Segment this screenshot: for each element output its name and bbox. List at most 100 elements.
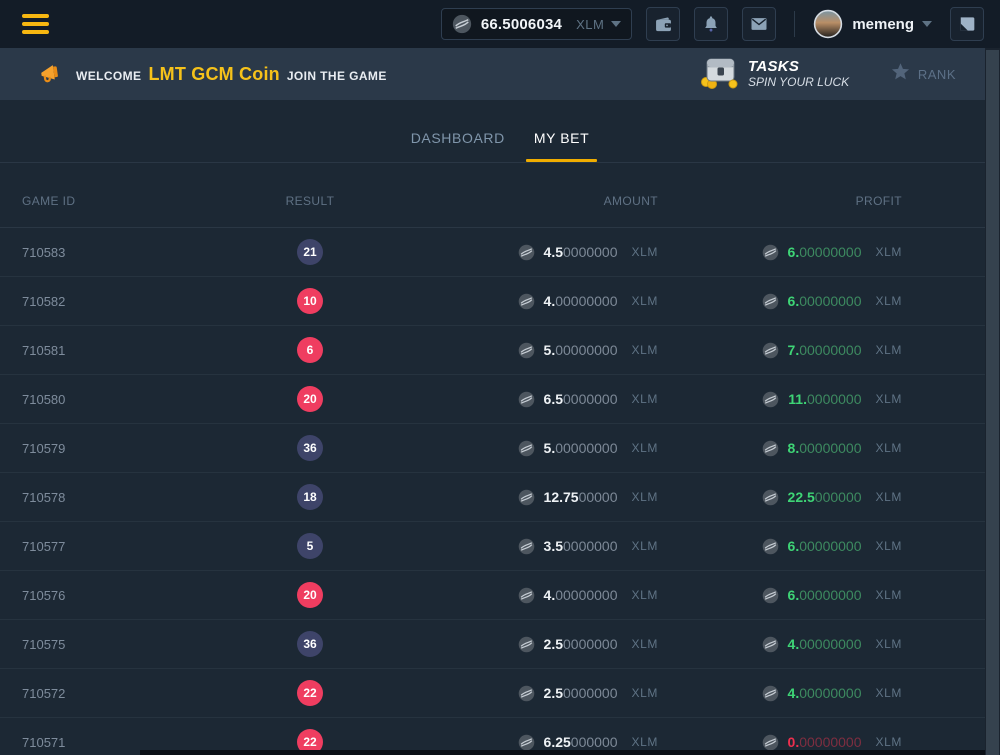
amount-value: 2.5 xyxy=(543,636,563,652)
amount-cell: 12.7500000 XLM xyxy=(355,489,658,506)
game-id: 710572 xyxy=(22,685,66,701)
table-row: 710580 20 6.50000000 XLM 11.0000000 XLM xyxy=(0,375,1000,424)
chevron-down-icon xyxy=(922,21,932,27)
table-body: 710583 21 4.50000000 XLM 6.00000000 XLM … xyxy=(0,228,1000,755)
profit-value: 11. xyxy=(788,391,807,407)
amount-trailing-zeros: 00000000 xyxy=(555,440,618,456)
profit-trailing-zeros: 00000000 xyxy=(799,685,862,701)
profit-cell: 6.00000000 XLM xyxy=(658,587,902,604)
xlm-coin-icon xyxy=(518,587,535,604)
profit-value: 0. xyxy=(787,734,800,750)
amount-cell: 4.50000000 XLM xyxy=(355,244,658,261)
profit-currency: XLM xyxy=(875,588,902,602)
xlm-coin-icon xyxy=(518,734,535,751)
amount-value: 4. xyxy=(543,293,556,309)
profit-trailing-zeros: 00000000 xyxy=(799,587,862,603)
profit-currency: XLM xyxy=(875,343,902,357)
hamburger-menu-icon[interactable] xyxy=(22,14,49,34)
profit-trailing-zeros: 00000000 xyxy=(799,440,862,456)
xlm-coin-icon xyxy=(762,440,779,457)
notifications-button[interactable] xyxy=(694,7,729,41)
amount-cell: 6.50000000 XLM xyxy=(355,391,658,408)
game-id: 710571 xyxy=(22,734,66,750)
messages-button[interactable] xyxy=(742,7,777,41)
username: memeng xyxy=(852,15,914,33)
chat-toggle-button[interactable] xyxy=(950,7,984,41)
game-id: 710577 xyxy=(22,538,66,554)
table-row: 710581 6 5.00000000 XLM 7.00000000 XLM xyxy=(0,326,1000,375)
amount-currency: XLM xyxy=(631,490,658,504)
amount-value: 6.25 xyxy=(543,734,571,750)
profit-cell: 11.0000000 XLM xyxy=(658,391,902,408)
amount-currency: XLM xyxy=(631,441,658,455)
profit-currency: XLM xyxy=(875,637,902,651)
wallet-button[interactable] xyxy=(646,7,681,41)
rank-link[interactable]: RANK xyxy=(890,48,956,100)
amount-currency: XLM xyxy=(631,245,658,259)
topbar-divider xyxy=(794,11,796,37)
amount-trailing-zeros: 0000000 xyxy=(563,538,618,554)
header-amount: AMOUNT xyxy=(603,194,658,208)
profit-cell: 4.00000000 XLM xyxy=(658,685,902,702)
tasks-link[interactable]: TASKS SPIN YOUR LUCK xyxy=(698,48,849,100)
profit-trailing-zeros: 00000000 xyxy=(799,636,862,652)
welcome-prefix: WELCOME xyxy=(76,68,142,83)
rank-label: RANK xyxy=(917,66,956,82)
balance-selector[interactable]: 66.5006034 XLM xyxy=(440,8,633,40)
tab-my-bet[interactable]: MY BET xyxy=(525,130,598,162)
profit-value: 6. xyxy=(787,587,800,603)
profit-cell: 4.00000000 XLM xyxy=(658,636,902,653)
profit-value: 7. xyxy=(787,342,800,358)
scrollbar[interactable] xyxy=(986,50,999,755)
profit-currency: XLM xyxy=(875,686,902,700)
result-badge: 20 xyxy=(297,582,323,608)
amount-cell: 4.00000000 XLM xyxy=(355,587,658,604)
amount-cell: 6.25000000 XLM xyxy=(355,734,658,751)
user-menu[interactable]: memeng xyxy=(813,9,932,39)
profit-currency: XLM xyxy=(875,735,902,749)
profit-value: 4. xyxy=(787,636,800,652)
table-row: 710577 5 3.50000000 XLM 6.00000000 XLM xyxy=(0,522,1000,571)
amount-currency: XLM xyxy=(631,735,658,749)
amount-currency: XLM xyxy=(631,294,658,308)
tab-dashboard[interactable]: DASHBOARD xyxy=(410,130,505,146)
xlm-coin-icon xyxy=(518,342,535,359)
game-id: 710582 xyxy=(22,293,66,309)
result-badge: 10 xyxy=(297,288,323,314)
xlm-coin-icon xyxy=(518,489,535,506)
amount-trailing-zeros: 0000000 xyxy=(563,636,618,652)
amount-value: 4. xyxy=(543,587,556,603)
amount-trailing-zeros: 00000 xyxy=(578,489,618,505)
game-id: 710576 xyxy=(22,587,66,603)
xlm-coin-icon xyxy=(762,685,779,702)
profit-value: 22.5 xyxy=(787,489,815,505)
xlm-coin-icon xyxy=(762,636,779,653)
amount-trailing-zeros: 0000000 xyxy=(563,685,618,701)
amount-value: 3.5 xyxy=(543,538,563,554)
amount-cell: 5.00000000 XLM xyxy=(355,440,658,457)
profit-cell: 0.00000000 XLM xyxy=(658,734,902,751)
profit-trailing-zeros: 00000000 xyxy=(799,734,862,750)
profit-value: 6. xyxy=(787,244,800,260)
amount-currency: XLM xyxy=(631,392,658,406)
xlm-coin-icon xyxy=(762,734,779,751)
table-row: 710575 36 2.50000000 XLM 4.00000000 XLM xyxy=(0,620,1000,669)
xlm-coin-icon xyxy=(518,636,535,653)
xlm-coin-icon xyxy=(762,489,779,506)
game-id: 710580 xyxy=(22,391,66,407)
amount-currency: XLM xyxy=(631,343,658,357)
avatar xyxy=(813,9,843,39)
xlm-coin-icon xyxy=(762,391,779,408)
profit-trailing-zeros: 00000000 xyxy=(799,538,862,554)
chevron-down-icon xyxy=(611,21,622,27)
profit-value: 6. xyxy=(787,538,800,554)
result-badge: 36 xyxy=(297,435,323,461)
xlm-coin-icon xyxy=(518,440,535,457)
result-badge: 20 xyxy=(297,386,323,412)
profit-cell: 22.5000000 XLM xyxy=(658,489,902,506)
top-navbar: 66.5006034 XLM memeng xyxy=(0,0,1000,48)
result-badge: 6 xyxy=(297,337,323,363)
amount-trailing-zeros: 00000000 xyxy=(555,587,618,603)
xlm-coin-icon xyxy=(762,587,779,604)
amount-currency: XLM xyxy=(631,588,658,602)
